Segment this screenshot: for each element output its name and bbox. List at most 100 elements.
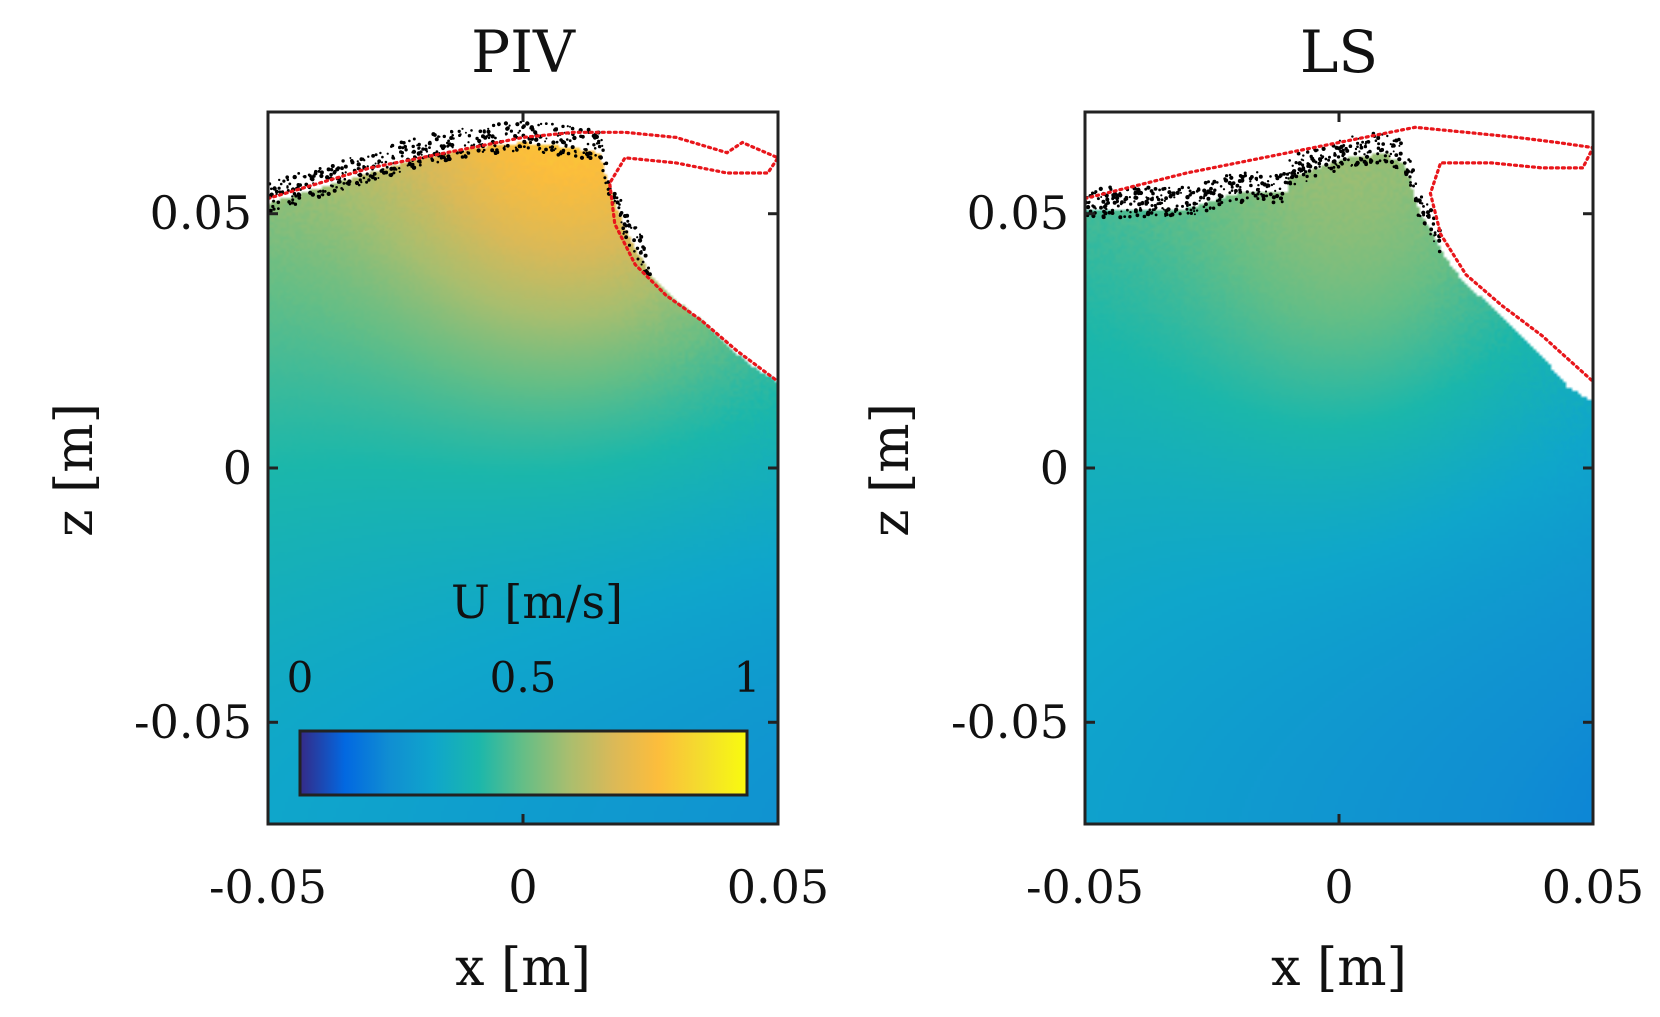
interface-point — [1193, 213, 1196, 216]
interface-point — [1321, 146, 1326, 151]
interface-point — [618, 203, 621, 206]
interface-point — [1228, 173, 1232, 177]
interface-point — [482, 130, 486, 134]
interface-point — [1154, 213, 1158, 217]
interface-point — [344, 171, 347, 174]
interface-point — [1120, 210, 1123, 213]
interface-point — [1305, 174, 1309, 179]
interface-point — [1269, 175, 1272, 178]
interface-point — [491, 123, 496, 128]
interface-point — [598, 155, 601, 159]
interface-point — [1202, 197, 1206, 200]
interface-point — [597, 144, 602, 149]
interface-point — [308, 190, 313, 195]
interface-point — [1280, 191, 1285, 196]
interface-point — [385, 165, 389, 169]
interface-point — [1301, 172, 1306, 177]
interface-point — [440, 145, 446, 151]
interface-point — [407, 161, 413, 167]
interface-point — [463, 154, 467, 157]
interface-point — [1198, 199, 1201, 202]
interface-point — [488, 133, 492, 137]
interface-point — [1260, 181, 1265, 186]
interface-point — [643, 253, 648, 258]
interface-point — [606, 187, 610, 191]
interface-point — [514, 146, 518, 149]
interface-point — [1296, 171, 1300, 175]
interface-point — [1347, 158, 1350, 162]
interface-point — [642, 247, 646, 251]
interface-point — [1275, 193, 1280, 199]
interface-point — [1234, 191, 1237, 195]
interface-point — [1386, 134, 1389, 138]
interface-point — [1123, 215, 1127, 219]
interface-point — [641, 260, 645, 264]
interface-point — [521, 125, 525, 130]
interface-point — [570, 126, 575, 131]
interface-point — [312, 174, 316, 178]
interface-point — [1355, 160, 1360, 166]
interface-point — [464, 131, 467, 134]
interface-point — [272, 186, 277, 191]
interface-point — [406, 164, 409, 167]
interface-point — [1418, 214, 1422, 218]
interface-point — [1342, 144, 1346, 147]
interface-point — [467, 134, 472, 138]
interface-point — [1431, 222, 1436, 226]
interface-point — [1249, 183, 1253, 188]
interface-point — [574, 154, 578, 158]
interface-point — [360, 181, 363, 184]
interface-point — [1188, 193, 1192, 197]
interface-point — [319, 173, 324, 179]
interface-point — [1153, 203, 1157, 208]
interface-point — [1167, 190, 1172, 195]
interface-point — [1248, 176, 1253, 181]
interface-point — [528, 140, 533, 145]
interface-point — [1101, 199, 1106, 204]
piv-xtick-label: -0.05 — [209, 860, 327, 914]
interface-point — [1098, 186, 1103, 191]
interface-point — [1235, 183, 1240, 188]
colorbar-tick-label: 0.5 — [490, 653, 557, 702]
piv-panel: PIV -0.05 0 0.05 0.05 0 -0.05 x [m] z [m… — [45, 18, 829, 998]
interface-point — [1211, 182, 1215, 186]
interface-point — [1388, 155, 1391, 158]
interface-point — [568, 139, 572, 143]
interface-point — [323, 190, 327, 193]
interface-point — [475, 136, 479, 141]
interface-point — [1278, 187, 1282, 191]
interface-point — [298, 183, 303, 187]
interface-point — [424, 147, 428, 152]
interface-point — [1164, 209, 1168, 213]
interface-point — [447, 142, 452, 147]
interface-point — [1285, 172, 1290, 176]
interface-point — [1105, 205, 1108, 207]
interface-point — [1202, 188, 1207, 193]
interface-point — [285, 175, 290, 179]
interface-point — [1186, 211, 1190, 215]
interface-point — [1104, 203, 1107, 206]
interface-point — [604, 161, 609, 166]
interface-point — [544, 147, 548, 152]
interface-point — [504, 133, 508, 136]
interface-point — [272, 199, 276, 203]
interface-point — [1146, 197, 1150, 201]
interface-point — [584, 151, 590, 157]
interface-point — [1261, 194, 1266, 199]
interface-point — [1125, 198, 1129, 201]
interface-point — [330, 164, 335, 168]
interface-point — [1088, 200, 1091, 204]
interface-point — [438, 135, 441, 138]
interface-point — [1105, 197, 1110, 202]
interface-point — [1177, 187, 1182, 192]
interface-point — [626, 219, 630, 223]
interface-point — [1206, 196, 1211, 201]
interface-point — [342, 182, 346, 185]
interface-point — [374, 153, 378, 157]
interface-point — [1399, 141, 1403, 146]
interface-point — [1359, 157, 1364, 162]
interface-point — [374, 162, 377, 165]
interface-point — [539, 122, 543, 126]
piv-xtick-label: 0.05 — [727, 860, 829, 914]
interface-point — [570, 145, 575, 150]
